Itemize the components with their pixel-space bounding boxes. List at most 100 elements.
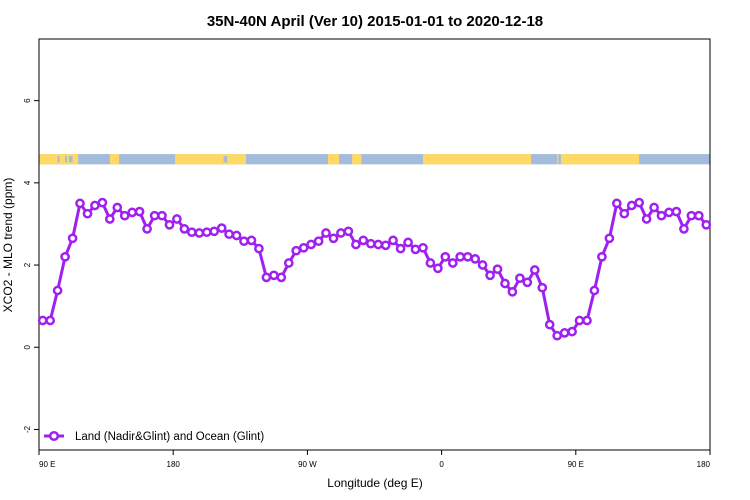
data-point — [492, 264, 503, 275]
data-point — [515, 273, 525, 284]
y-axis: -2 0 2 4 6 — [23, 98, 39, 433]
data-point — [373, 239, 384, 250]
ocean-speck — [68, 156, 73, 163]
data-point — [269, 270, 279, 281]
x-axis: 90 E 180 90 W 0 90 E 180 — [38, 450, 711, 469]
data-point — [574, 315, 585, 326]
data-point — [104, 214, 115, 224]
data-point — [336, 228, 346, 238]
data-point — [522, 277, 533, 288]
land-segment — [327, 154, 340, 165]
data-point — [552, 330, 563, 341]
data-point — [201, 227, 212, 238]
ocean-speck — [223, 156, 228, 163]
data-point — [328, 233, 339, 244]
data-point — [67, 233, 78, 244]
data-point — [693, 210, 704, 221]
data-point — [425, 258, 436, 268]
y-tick-label: -2 — [23, 425, 32, 433]
land-segment — [557, 154, 559, 165]
x-tick-label: 180 — [697, 460, 711, 469]
land-segment — [560, 154, 640, 165]
data-point — [231, 230, 242, 241]
data-point — [447, 258, 458, 268]
data-point — [119, 210, 130, 221]
ocean-speck — [57, 156, 60, 163]
data-point — [186, 227, 197, 238]
data-point — [559, 328, 570, 338]
data-point — [112, 202, 123, 213]
data-point — [418, 242, 428, 253]
ocean-band — [39, 154, 710, 165]
y-tick-label: 0 — [23, 344, 32, 349]
data-point — [433, 263, 443, 274]
data-point — [142, 224, 152, 234]
data-point — [686, 210, 697, 221]
data-point — [127, 207, 138, 218]
series-line — [42, 201, 708, 338]
data-point — [671, 206, 682, 217]
data-point — [60, 251, 70, 262]
data-point — [134, 206, 145, 217]
data-point — [500, 278, 510, 289]
legend: Land (Nadir&Glint) and Ocean (Glint) — [44, 430, 264, 443]
data-point — [664, 207, 674, 218]
data-point — [507, 286, 518, 297]
x-tick-label: 90 E — [39, 460, 55, 469]
data-point — [619, 208, 630, 219]
data-point — [164, 219, 175, 230]
legend-marker-swatch — [48, 430, 60, 442]
data-point — [626, 200, 637, 211]
y-axis-label: XCO2 - MLO trend (ppm) — [1, 178, 15, 313]
data-point — [45, 315, 56, 326]
data-point — [388, 235, 398, 246]
data-point — [52, 285, 63, 296]
data-point — [395, 243, 406, 254]
y-tick-label: 4 — [23, 180, 32, 185]
x-tick-label: 180 — [167, 460, 181, 469]
data-point — [351, 239, 361, 250]
data-point — [90, 200, 100, 211]
data-point — [276, 272, 287, 283]
data-point — [440, 251, 451, 262]
chart-title: 35N-40N April (Ver 10) 2015-01-01 to 202… — [207, 13, 543, 30]
data-point — [649, 202, 659, 213]
legend-label: Land (Nadir&Glint) and Ocean (Glint) — [75, 431, 264, 443]
x-tick-label: 90 E — [568, 460, 584, 469]
data-point — [410, 244, 421, 255]
data-point — [567, 326, 577, 337]
data-point — [149, 210, 160, 221]
data-point — [641, 214, 652, 224]
land-segment — [175, 154, 246, 165]
data-series — [37, 197, 712, 341]
data-point — [380, 240, 391, 251]
data-point — [477, 260, 488, 270]
data-point — [582, 315, 592, 326]
data-point — [589, 285, 600, 296]
x-tick-label: 90 W — [298, 460, 317, 469]
data-point — [254, 243, 264, 254]
land-segment — [352, 154, 362, 165]
data-point — [701, 219, 712, 230]
data-point — [224, 229, 234, 240]
data-point — [239, 236, 249, 247]
data-point — [403, 237, 413, 248]
data-point — [283, 258, 294, 268]
data-point — [37, 315, 48, 326]
data-point — [157, 210, 167, 221]
y-tick-label: 6 — [23, 98, 32, 103]
data-point — [529, 265, 540, 275]
data-point — [75, 198, 85, 209]
data-point — [291, 245, 302, 256]
data-point — [455, 251, 466, 262]
data-point — [306, 239, 316, 250]
data-point — [194, 228, 205, 238]
data-point — [597, 251, 607, 262]
data-point — [537, 282, 548, 293]
data-point — [544, 319, 555, 330]
data-point — [172, 214, 182, 224]
ocean-speck — [542, 156, 545, 163]
data-point — [485, 270, 495, 281]
data-point — [261, 272, 272, 283]
